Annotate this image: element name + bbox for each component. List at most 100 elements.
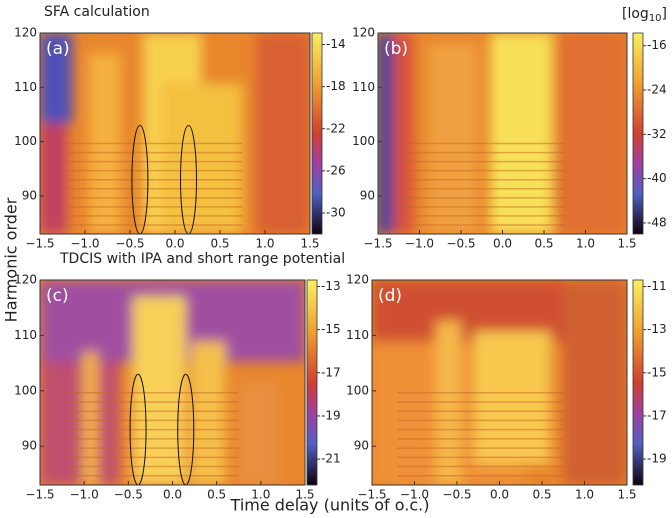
x-tick-label: 0.5 [532, 488, 551, 502]
colorbar-tick-label: -19 [321, 408, 341, 422]
x-tick-label: −0.5 [442, 488, 471, 502]
colorbar-tick-label: -22 [326, 121, 346, 135]
y-tick-label: 110 [14, 328, 37, 342]
heatmap [40, 280, 305, 485]
heatmap-region [474, 331, 551, 465]
panel-label: (c) [46, 286, 69, 306]
heatmap-texture [40, 280, 305, 485]
y-tick-label: 120 [14, 273, 37, 287]
heatmap [40, 33, 310, 234]
colorbar-tick-label: -14 [326, 37, 346, 51]
heatmap-region [40, 33, 73, 124]
panel-label: (d) [378, 286, 402, 306]
heatmap-region [40, 123, 67, 234]
y-axis-label: Harmonic order [2, 197, 21, 322]
colorbar-tick-label: -13 [321, 279, 341, 293]
heatmap-region [256, 33, 310, 234]
x-tick-label: 0.5 [207, 488, 226, 502]
x-tick-label: 0.0 [490, 488, 509, 502]
colorbar-tick-label: -15 [647, 365, 667, 379]
x-tick-label: −0.5 [114, 488, 143, 502]
heatmap-region [238, 382, 279, 485]
y-tick-label: 90 [22, 439, 37, 453]
x-tick-label: 1.0 [575, 488, 594, 502]
heatmap [378, 33, 627, 234]
y-tick-label: 120 [14, 26, 37, 40]
x-tick-label: 1.0 [251, 488, 270, 502]
x-tick-label: 1.5 [617, 237, 636, 251]
panel-label: (a) [46, 39, 70, 59]
colorbar-tick-label: -18 [326, 79, 346, 93]
colorbar-tick-label: -26 [326, 163, 346, 177]
heatmap-region [40, 362, 120, 485]
x-tick-label: 1.0 [255, 237, 274, 251]
x-tick-label: −0.5 [446, 237, 475, 251]
heatmap-region [435, 321, 462, 485]
y-tick-label: 120 [346, 273, 369, 287]
x-tick-label: 1.0 [576, 237, 595, 251]
x-tick-label: 1.5 [617, 488, 636, 502]
heatmap-region [557, 33, 627, 234]
heatmap-texture [372, 280, 627, 485]
heatmap-region [132, 296, 186, 485]
x-tick-label: −1.5 [357, 488, 386, 502]
y-tick-label: 100 [14, 134, 37, 148]
colorbar-tick-label: -48 [647, 215, 667, 229]
panel-label: (b) [384, 39, 408, 59]
y-tick-label: 100 [352, 134, 375, 148]
colorbar-tick-label: -11 [647, 279, 667, 293]
colorbar-tick-label: -15 [321, 322, 341, 336]
heatmap [372, 280, 627, 485]
colorbar-tick-label: -17 [647, 408, 667, 422]
y-tick-label: 110 [346, 328, 369, 342]
y-tick-label: 110 [352, 80, 375, 94]
x-tick-label: −1.0 [70, 237, 99, 251]
x-tick-label: 0.5 [534, 237, 553, 251]
colorbar [311, 32, 323, 235]
x-tick-label: −1.5 [25, 488, 54, 502]
heatmap-region [427, 43, 478, 234]
heatmap-region [82, 351, 99, 485]
y-tick-label: 90 [354, 439, 369, 453]
title-bottom: TDCIS with IPA and short range potential [59, 251, 345, 267]
x-tick-label: 0.0 [493, 237, 512, 251]
heatmap-region [161, 83, 243, 234]
heatmap-region [490, 33, 553, 234]
colorbar-tick-label: -13 [647, 322, 667, 336]
x-tick-label: 1.5 [295, 488, 314, 502]
title-top: SFA calculation [44, 4, 150, 20]
heatmap-texture [378, 33, 627, 234]
heatmap-region [392, 33, 413, 234]
heatmap-region [378, 33, 393, 234]
colorbar [306, 279, 318, 486]
colorbar-tick-label: -16 [647, 38, 667, 52]
heatmap-region [191, 341, 226, 485]
y-tick-label: 90 [22, 188, 37, 202]
x-tick-label: 0.5 [210, 237, 229, 251]
x-tick-label: −1.0 [400, 488, 429, 502]
x-tick-label: 1.5 [300, 237, 319, 251]
y-tick-label: 120 [352, 26, 375, 40]
colorbar-tick-label: -17 [321, 365, 341, 379]
colorbar-unit: [log10] [622, 6, 667, 24]
colorbar-tick-label: -30 [326, 205, 346, 219]
y-tick-label: 100 [14, 383, 37, 397]
heatmap-region [563, 280, 627, 485]
x-tick-label: −1.5 [363, 237, 392, 251]
x-tick-label: 0.0 [163, 488, 182, 502]
x-tick-label: −1.5 [25, 237, 54, 251]
y-tick-label: 100 [346, 383, 369, 397]
x-axis-label: Time delay (units of o.c.) [230, 496, 430, 515]
x-tick-label: −1.0 [405, 237, 434, 251]
colorbar [632, 32, 644, 235]
colorbar [632, 279, 644, 486]
colorbar-tick-label: -19 [647, 452, 667, 466]
colorbar-tick-label: -21 [321, 452, 341, 466]
colorbar-tick-label: -24 [647, 83, 667, 97]
y-tick-label: 110 [14, 80, 37, 94]
x-tick-label: −0.5 [115, 237, 144, 251]
y-tick-label: 90 [360, 188, 375, 202]
colorbar-tick-label: -40 [647, 171, 667, 185]
colorbar-tick-label: -32 [647, 127, 667, 141]
